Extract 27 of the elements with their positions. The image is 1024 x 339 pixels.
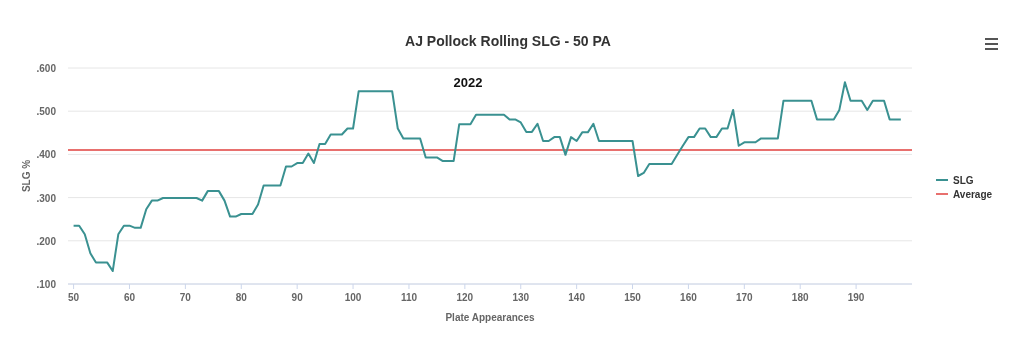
y-tick-label: .500 [36, 106, 57, 118]
y-axis-title: SLG % [21, 159, 32, 193]
legend-label: SLG [953, 174, 974, 186]
x-tick-label: 160 [680, 292, 698, 303]
y-tick-label: .100 [36, 279, 57, 290]
y-tick-label: .300 [36, 192, 57, 204]
y-tick-label: .600 [36, 63, 57, 74]
x-tick-label: 190 [847, 292, 865, 303]
x-tick-label: 60 [123, 292, 136, 303]
x-axis-title: Plate Appearances [445, 312, 535, 323]
x-tick-label: 180 [791, 292, 809, 303]
x-tick-label: 100 [344, 292, 362, 303]
x-tick-label: 170 [735, 292, 754, 303]
y-tick-label: .200 [36, 235, 57, 247]
x-tick-label: 150 [624, 292, 642, 303]
x-tick-label: 110 [400, 292, 418, 303]
x-tick-label: 140 [568, 292, 586, 303]
legend-label: Average [953, 188, 993, 200]
x-tick-label: 120 [456, 292, 474, 303]
chart-title: AJ Pollock Rolling SLG - 50 PA [405, 33, 611, 49]
x-tick-label: 90 [291, 292, 304, 303]
x-tick-label: 130 [512, 292, 530, 303]
y-tick-label: .400 [36, 149, 57, 161]
x-tick-label: 80 [235, 292, 248, 303]
annotation: 2022 [453, 75, 483, 90]
x-tick-label: 50 [68, 292, 80, 303]
x-tick-label: 70 [179, 292, 192, 303]
